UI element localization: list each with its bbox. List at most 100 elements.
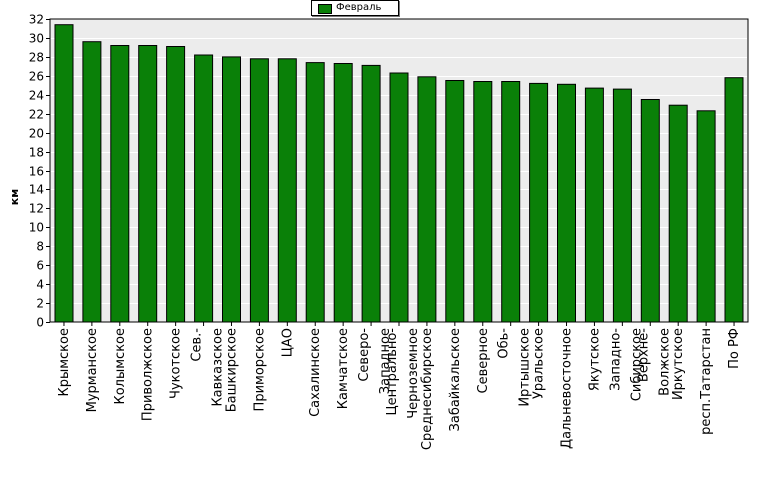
x-tick-label-line: Иркутское <box>671 328 686 400</box>
bar <box>389 72 409 323</box>
x-tick-label: Уральское <box>532 328 547 399</box>
bar <box>473 81 493 323</box>
x-tick-label-line: Западно- <box>608 328 623 391</box>
x-tick-label: Камчатское <box>336 328 351 409</box>
bar <box>166 46 186 323</box>
x-tick-label: респ.Татарстан <box>699 328 714 435</box>
y-tick-label: 30 <box>29 32 44 46</box>
bar <box>417 76 437 323</box>
x-tick-label-line: Кавказское <box>211 328 226 407</box>
x-tick-label-line: Черноземное <box>406 328 421 419</box>
y-tick-label: 20 <box>29 127 44 141</box>
x-tick-label: Западно- Сибирское <box>608 328 644 402</box>
legend-label: Февраль <box>336 2 382 13</box>
bar <box>612 88 632 323</box>
x-tick-label-line: Северное <box>476 328 491 393</box>
bar <box>82 41 102 323</box>
x-tick-label-line: Обь- <box>497 328 512 359</box>
y-tick-label: 12 <box>29 202 44 216</box>
x-tick-label-line: Приволжское <box>141 328 156 421</box>
x-tick-label: Иркутское <box>671 328 686 400</box>
x-tick-label: Чукотское <box>169 328 184 399</box>
bar <box>194 54 214 323</box>
x-tick-label: По РФ <box>727 328 742 369</box>
bar <box>501 81 521 323</box>
y-tick-label: 24 <box>29 89 44 103</box>
y-tick-label: 32 <box>29 13 44 27</box>
x-tick-label-line: Камчатское <box>336 328 351 409</box>
x-tick-label-line: Якутское <box>587 328 602 391</box>
x-tick-label: Сахалинское <box>308 328 323 417</box>
bar <box>110 45 130 323</box>
x-tick-label-line: Верхне- <box>636 328 651 382</box>
bar <box>557 83 576 323</box>
x-tick-label-line: Чукотское <box>169 328 184 399</box>
x-tick-label-line: Колымское <box>113 328 128 405</box>
bar <box>222 56 241 323</box>
x-tick-label: Северное <box>476 328 491 393</box>
x-tick-label: Приволжское <box>141 328 156 421</box>
y-tick-label: 22 <box>29 108 44 122</box>
x-axis: Крымское Мурманское Колымское Приволжское Чу… <box>57 322 742 450</box>
x-tick-label-line: Сахалинское <box>308 328 323 417</box>
x-tick-label-line: Мурманское <box>85 328 100 412</box>
x-tick-label-line: Волжское <box>657 328 672 396</box>
y-tick-label: 18 <box>29 146 44 160</box>
x-tick-label: Сев.- Кавказское <box>190 328 226 407</box>
x-tick-label-line: По РФ <box>727 328 742 369</box>
x-tick-label: Якутское <box>587 328 602 391</box>
x-tick-label-line: Западное <box>378 328 393 394</box>
bar <box>584 87 604 323</box>
bar <box>696 110 716 323</box>
bar <box>724 77 744 323</box>
bar <box>529 82 549 323</box>
bar <box>445 80 465 323</box>
bar <box>54 24 74 323</box>
bar <box>138 45 158 323</box>
y-tick-label: 26 <box>29 70 44 84</box>
x-tick-label-line: Уральское <box>532 328 547 399</box>
x-tick-label: Центрально- Черноземное <box>385 328 421 419</box>
x-tick-label-line: Крымское <box>57 328 72 397</box>
x-tick-label: Крымское <box>57 328 72 397</box>
bar <box>305 62 325 323</box>
bar <box>249 58 269 323</box>
x-tick-label: Забайкальское <box>448 328 463 431</box>
y-tick-label: 28 <box>29 51 44 65</box>
y-tick-label: 4 <box>36 278 44 292</box>
bar <box>640 99 660 323</box>
x-tick-label: Северо- Западное <box>357 328 393 395</box>
x-tick-label: Колымское <box>113 328 128 405</box>
x-tick-label-line: Северо- <box>357 328 372 382</box>
x-tick-label: ЦАО <box>280 328 295 357</box>
bars <box>54 24 744 323</box>
bar <box>333 63 353 323</box>
x-tick-label-line: Дальневосточное <box>560 328 575 449</box>
x-tick-label-line: респ.Татарстан <box>699 328 714 435</box>
x-tick-label: Обь- Иртышское <box>497 328 533 407</box>
x-tick-label-line: Сев.- <box>190 328 205 362</box>
y-tick-label: 16 <box>29 165 44 179</box>
x-tick-label: Мурманское <box>85 328 100 412</box>
x-tick-label-line: Забайкальское <box>448 328 463 431</box>
x-tick-label: Дальневосточное <box>560 328 575 449</box>
y-axis-label: км <box>8 188 21 206</box>
x-tick-label-line: Центрально- <box>385 328 400 416</box>
x-tick-label-line: Среднесибирское <box>420 328 435 450</box>
bar <box>668 104 688 323</box>
bar <box>277 58 297 323</box>
x-tick-label: Верхне- Волжское <box>636 328 672 396</box>
x-tick-label: Башкирское <box>225 328 240 412</box>
y-tick-label: 8 <box>36 240 44 254</box>
bar <box>361 64 381 323</box>
legend: Февраль <box>311 0 399 16</box>
x-tick-label: Среднесибирское <box>420 328 435 450</box>
y-tick-label: 6 <box>36 259 44 273</box>
y-tick-label: 0 <box>36 316 44 330</box>
y-tick-label: 10 <box>29 221 44 235</box>
x-tick-label-line: Сибирское <box>629 328 644 401</box>
x-tick-label-line: Приморское <box>252 328 267 411</box>
x-tick-label-line: Башкирское <box>225 328 240 412</box>
